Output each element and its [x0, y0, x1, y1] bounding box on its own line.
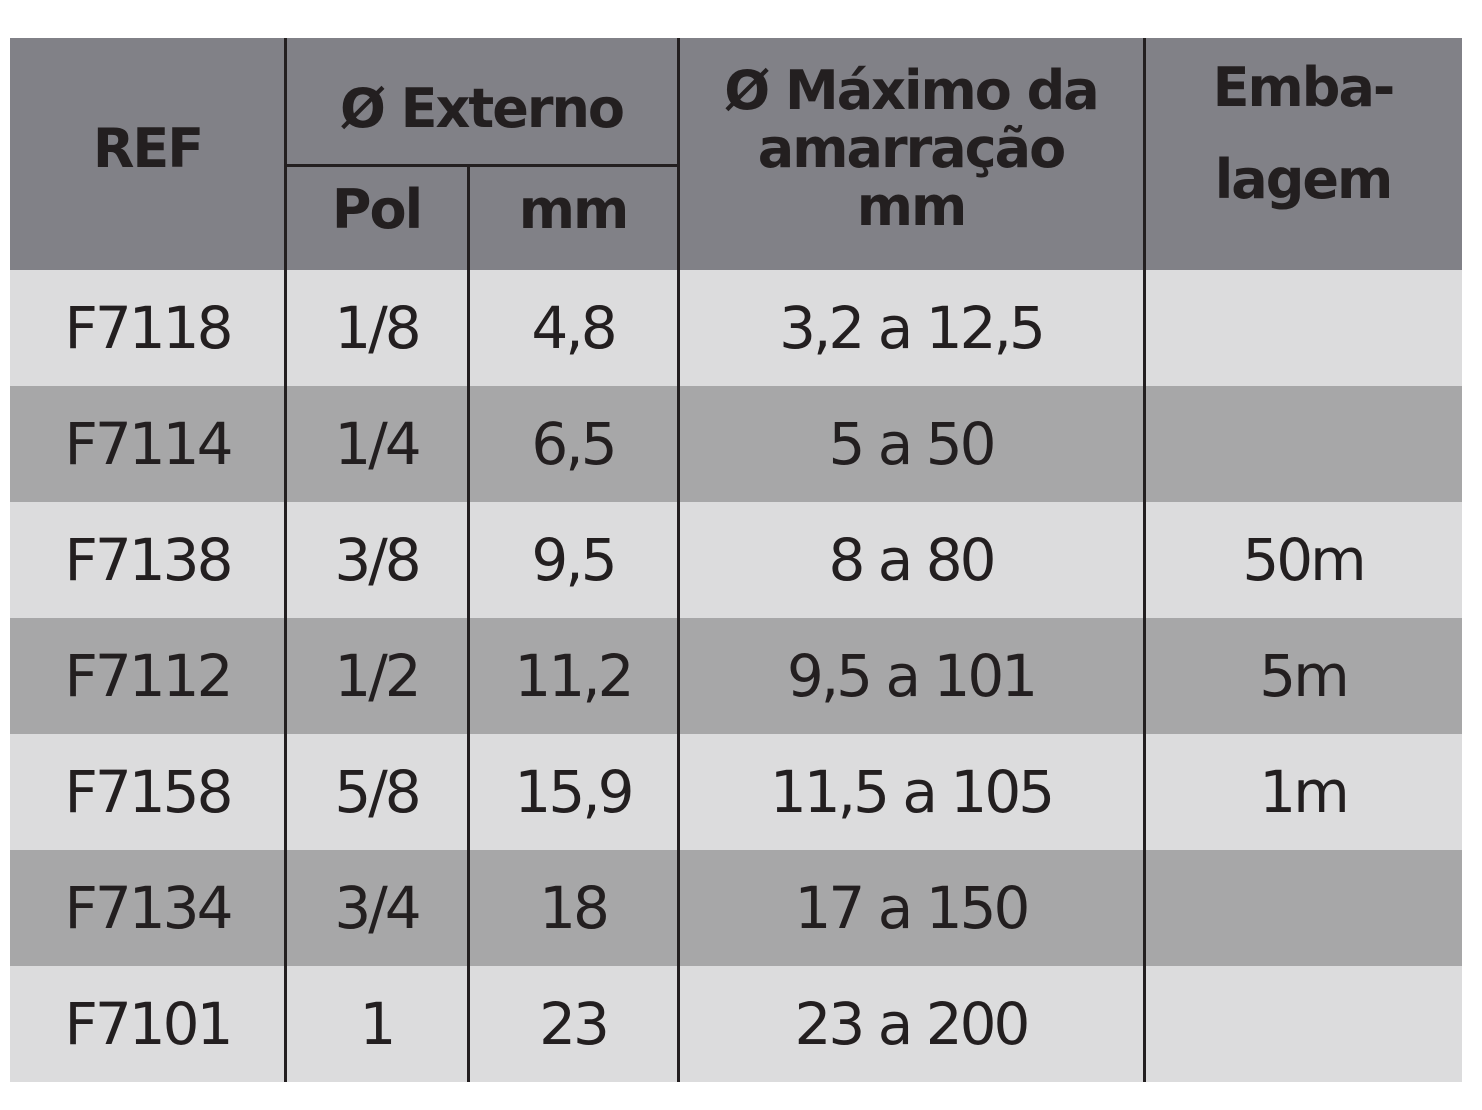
- header-line: lagem: [1214, 148, 1393, 211]
- header-line: mm: [856, 175, 968, 238]
- table-cell: 9,5 a 101: [786, 642, 1038, 710]
- table-cell: F7112: [64, 642, 234, 710]
- row-background: [10, 850, 1462, 966]
- table-cell: 8 a 80: [828, 526, 996, 594]
- table-cell: 23: [539, 990, 610, 1058]
- table-cell: 11,2: [514, 642, 634, 710]
- table-cell: 4,8: [531, 294, 617, 362]
- row-background: [10, 618, 1462, 734]
- table-cell: F7118: [64, 294, 234, 362]
- table-cell: F7101: [64, 990, 234, 1058]
- table-cell: 5/8: [334, 758, 421, 826]
- table-cell: 5 a 50: [828, 410, 996, 478]
- table: REF Ø Externo Pol mm Ø Máximo da amarração mm E…: [10, 38, 1462, 1082]
- header-background: [10, 38, 1462, 270]
- table-cell: 3/8: [334, 526, 421, 594]
- table-cell: F7114: [64, 410, 234, 478]
- table-cell: 15,9: [514, 758, 634, 826]
- header-cell: mm: [518, 178, 630, 241]
- table-cell: 17 a 150: [794, 874, 1031, 942]
- table-cell: 1: [359, 990, 397, 1058]
- table-cell: 3,2 a 12,5: [779, 294, 1046, 362]
- table-cell: 1/2: [334, 642, 421, 710]
- header-line: Emba-: [1212, 56, 1396, 119]
- table-cell: F7158: [64, 758, 234, 826]
- table-cell: 50m: [1242, 526, 1366, 594]
- row-background: [10, 270, 1462, 386]
- table-cell: 1m: [1259, 758, 1349, 826]
- header-cell: Pol: [331, 178, 423, 241]
- column-divider: [677, 38, 680, 1082]
- column-divider: [1143, 38, 1146, 1082]
- table-cell: 9,5: [531, 526, 617, 594]
- header-cell: REF: [92, 117, 204, 180]
- table-cell: 18: [539, 874, 610, 942]
- row-background: [10, 502, 1462, 618]
- table-cell: 5m: [1259, 642, 1349, 710]
- table-cell: 6,5: [531, 410, 617, 478]
- header-divider: [285, 164, 678, 167]
- table-cell: 3/4: [334, 874, 421, 942]
- row-background: [10, 386, 1462, 502]
- table-cell: 11,5 a 105: [769, 758, 1055, 826]
- row-background: [10, 966, 1462, 1082]
- header-line: Ø Máximo da: [724, 59, 1099, 122]
- column-divider: [284, 38, 287, 1082]
- column-divider: [467, 165, 470, 1082]
- row-background: [10, 734, 1462, 850]
- table-cell: F7134: [64, 874, 234, 942]
- table-cell: F7138: [64, 526, 234, 594]
- header-line: amarração: [757, 117, 1066, 180]
- header-cell: Ø Máximo da amarração mm: [678, 38, 1144, 270]
- table-cell: 1/8: [334, 294, 421, 362]
- header-cell: Emba-lagem: [1144, 38, 1462, 270]
- header-cell: Ø Externo: [339, 77, 625, 140]
- table-cell: 23 a 200: [794, 990, 1031, 1058]
- table-cell: 1/4: [334, 410, 421, 478]
